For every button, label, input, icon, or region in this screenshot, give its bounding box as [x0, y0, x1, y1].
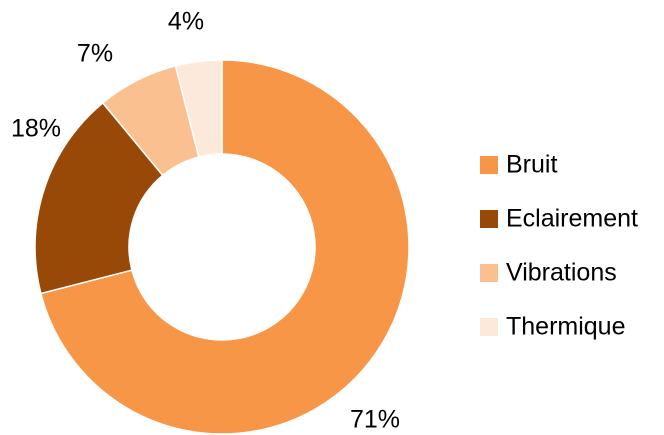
legend-swatch — [480, 156, 498, 174]
donut-slice — [174, 59, 223, 158]
legend-swatch — [480, 210, 498, 228]
legend-label: Eclairement — [506, 205, 638, 233]
donut-slice — [34, 101, 164, 295]
legend-label: Thermique — [506, 313, 626, 341]
data-label: 71% — [350, 406, 400, 434]
donut-slice — [39, 59, 410, 435]
data-label: 18% — [11, 115, 61, 143]
legend-swatch — [480, 264, 498, 282]
data-label: 4% — [168, 8, 204, 36]
data-label: 7% — [77, 40, 113, 68]
legend-swatch — [480, 318, 498, 336]
legend-label: Bruit — [506, 151, 557, 179]
legend-label: Vibrations — [506, 259, 617, 287]
